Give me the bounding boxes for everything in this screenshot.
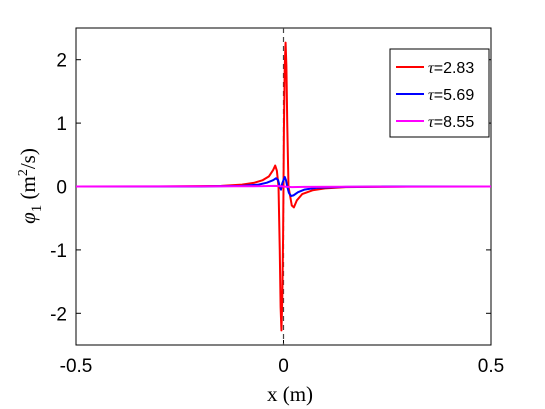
x-tick-label: 0 bbox=[278, 356, 289, 377]
legend-value: =8.55 bbox=[434, 114, 475, 131]
y-tick-label: 0 bbox=[56, 178, 67, 199]
x-tick-label: 0.5 bbox=[478, 356, 504, 377]
y-axis-symbol: φ bbox=[16, 212, 40, 224]
legend-label-2: τ=5.69 bbox=[428, 87, 474, 104]
y-axis-subscript: 1 bbox=[29, 205, 45, 213]
legend-value: =5.69 bbox=[434, 87, 475, 104]
y-tick-label: 2 bbox=[56, 51, 67, 72]
y-tick-label: -2 bbox=[50, 304, 67, 325]
series-line-3 bbox=[75, 184, 492, 189]
series-line-2 bbox=[76, 175, 491, 198]
x-tick-label: -0.5 bbox=[60, 356, 93, 377]
legend-value: =2.83 bbox=[434, 60, 475, 77]
x-axis: -0.5 0 0.5 bbox=[60, 28, 504, 377]
y-axis-unit-prefix: (m bbox=[16, 176, 40, 205]
series-layer bbox=[75, 41, 492, 332]
legend-tau-symbol: τ bbox=[428, 87, 435, 104]
legend-tau-symbol: τ bbox=[428, 114, 435, 131]
y-axis-title: φ1 (m2/s) bbox=[16, 148, 45, 224]
y-axis-unit-sup: 2 bbox=[16, 169, 31, 176]
legend-label-3: τ=8.55 bbox=[428, 114, 474, 131]
y-tick-label: -1 bbox=[50, 241, 67, 262]
legend-tau-symbol: τ bbox=[428, 60, 435, 77]
x-axis-title: x (m) bbox=[267, 382, 313, 406]
legend: τ=2.83τ=5.69τ=8.55 bbox=[389, 48, 490, 138]
y-axis-unit-suffix: /s) bbox=[16, 148, 40, 169]
legend-label-1: τ=2.83 bbox=[428, 60, 474, 77]
y-tick-label: 1 bbox=[56, 114, 67, 135]
